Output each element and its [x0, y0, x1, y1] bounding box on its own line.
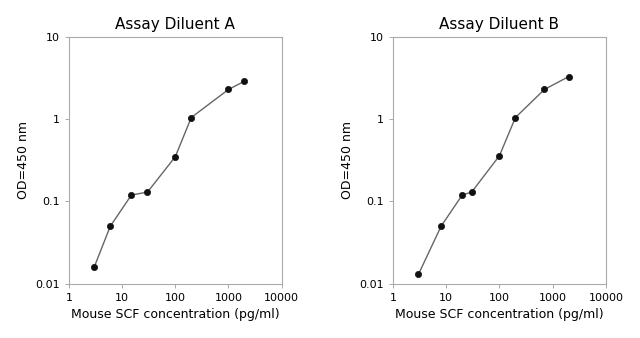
Title: Assay Diluent B: Assay Diluent B: [440, 17, 559, 32]
X-axis label: Mouse SCF concentration (pg/ml): Mouse SCF concentration (pg/ml): [71, 308, 280, 321]
X-axis label: Mouse SCF concentration (pg/ml): Mouse SCF concentration (pg/ml): [395, 308, 604, 321]
Y-axis label: OD=450 nm: OD=450 nm: [17, 121, 29, 199]
Y-axis label: OD=450 nm: OD=450 nm: [341, 121, 354, 199]
Title: Assay Diluent A: Assay Diluent A: [115, 17, 236, 32]
